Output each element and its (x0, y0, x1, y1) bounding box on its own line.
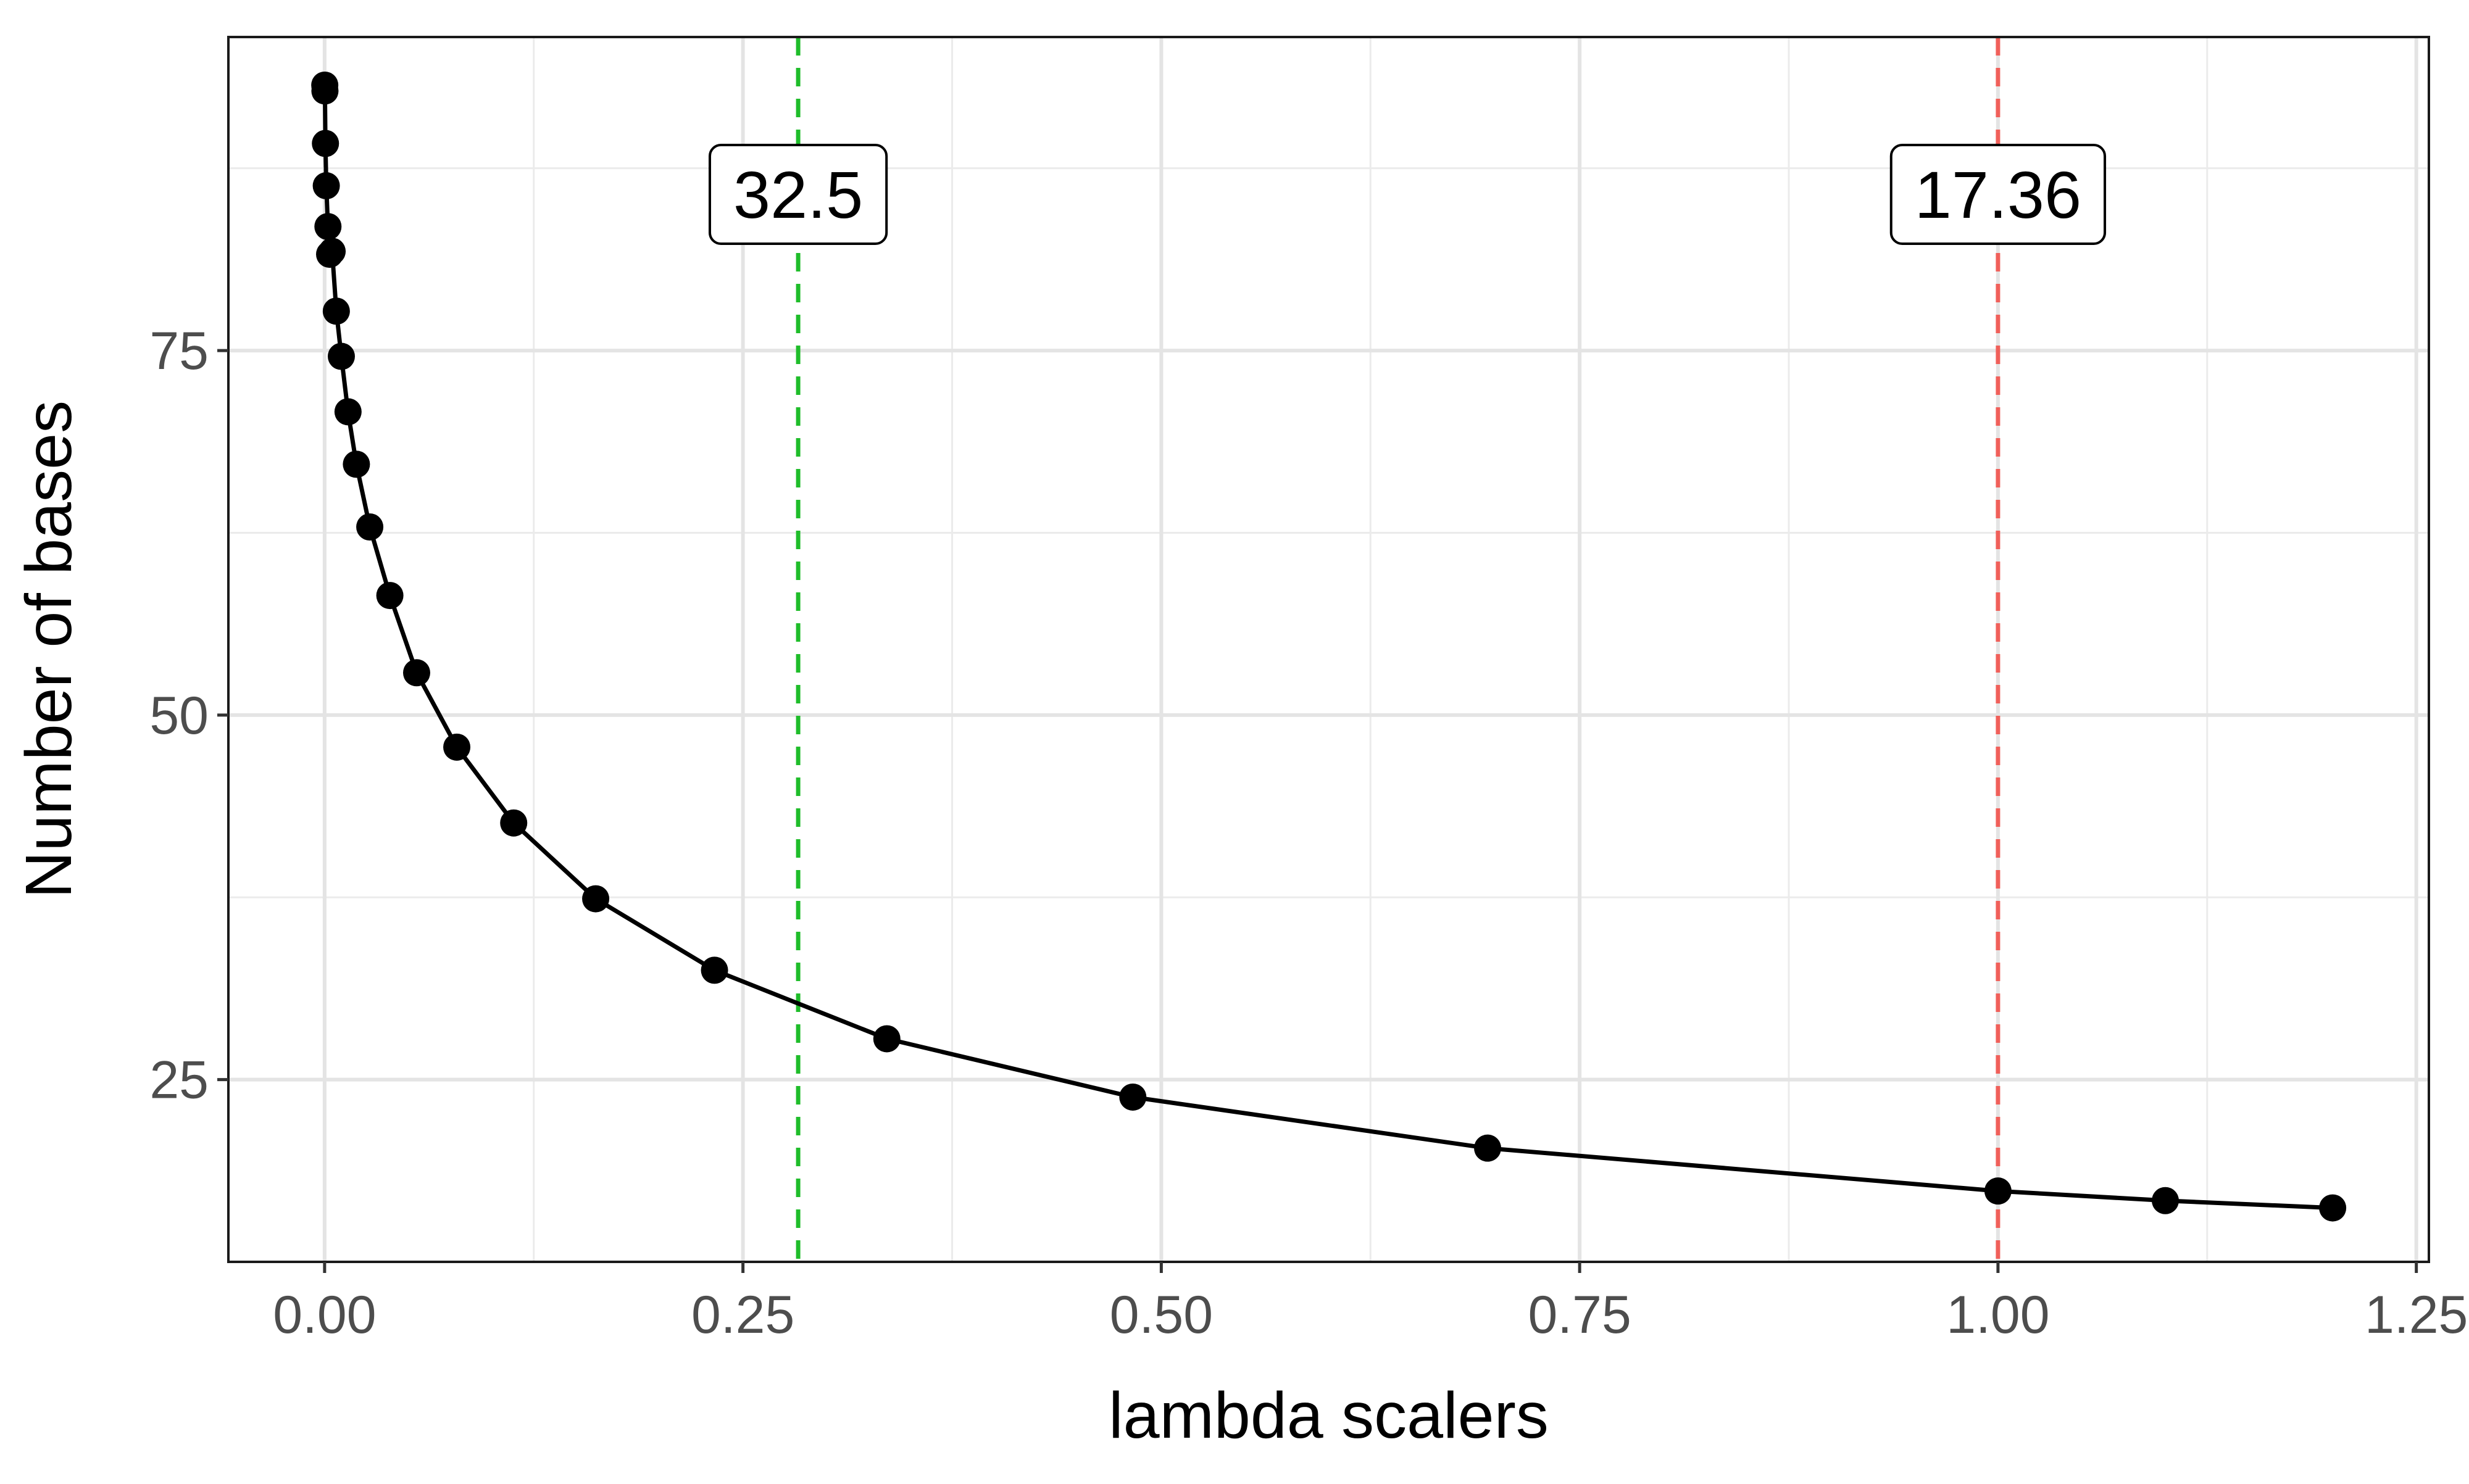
data-point (322, 297, 350, 325)
data-point (327, 342, 355, 370)
data-point (334, 398, 362, 426)
x-tick-label: 0.50 (1110, 1285, 1213, 1345)
reference-label: 17.36 (1915, 157, 2081, 232)
panel-border (227, 36, 2430, 1263)
data-point (314, 213, 342, 241)
reference-lines (796, 37, 2001, 1262)
data-point (376, 582, 404, 610)
x-tick-label: 0.00 (273, 1285, 376, 1345)
data-point (1474, 1134, 1502, 1162)
x-tick-label: 1.25 (2365, 1285, 2468, 1345)
x-axis-title: lambda scalers (1109, 1379, 1549, 1452)
data-point (873, 1025, 901, 1053)
data-point (319, 238, 346, 265)
x-tick-label: 1.00 (1946, 1285, 2049, 1345)
y-axis-title: Number of bases (12, 400, 85, 898)
data-point (701, 956, 728, 984)
reference-label-box (1889, 144, 2107, 245)
annotations: 32.5 17.36 (709, 144, 2107, 245)
data-point (2152, 1187, 2180, 1214)
data-point (443, 733, 471, 761)
data-point (582, 885, 610, 913)
data-point (2319, 1194, 2347, 1222)
y-tick-label: 75 (149, 321, 209, 381)
axis-ticks: 0.00 0.25 0.50 0.75 1.00 1.25 25 50 75 (149, 321, 2468, 1345)
data-point (311, 77, 339, 105)
series-layer (311, 71, 2347, 1222)
data-point (356, 513, 384, 541)
data-point (1984, 1177, 2012, 1205)
x-tick-label: 0.25 (691, 1285, 794, 1345)
x-tick-label: 0.75 (1528, 1285, 1631, 1345)
reference-label: 32.5 (733, 157, 863, 232)
data-point (312, 130, 339, 157)
data-point (343, 450, 370, 478)
y-tick-label: 50 (149, 686, 209, 745)
reference-label-box (709, 144, 888, 245)
data-point (1119, 1083, 1147, 1111)
data-point (402, 659, 430, 687)
data-point (312, 172, 340, 200)
y-tick-label: 25 (149, 1051, 209, 1110)
data-point (500, 809, 528, 837)
